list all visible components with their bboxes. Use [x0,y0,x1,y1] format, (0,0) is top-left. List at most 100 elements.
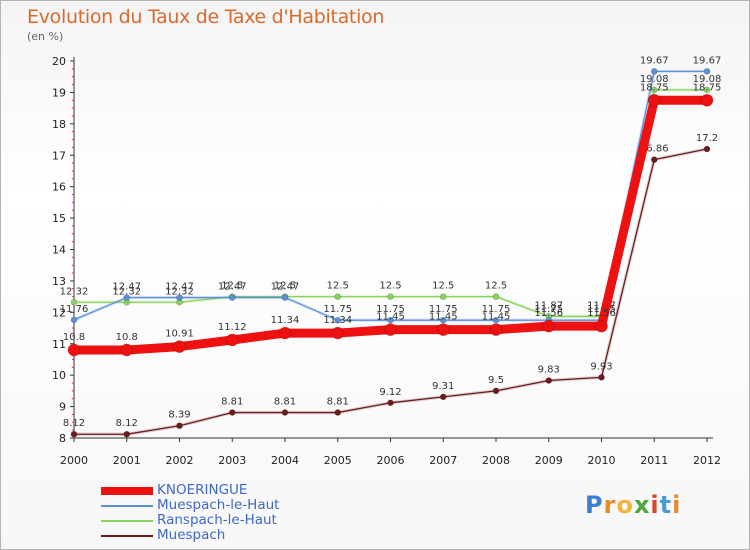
data-label: 12.5 [432,281,454,292]
x-tick-label: 2010 [588,454,616,467]
data-point [387,293,394,300]
logo-letter: i [672,491,682,519]
data-point [650,86,658,94]
legend-item-muespach: Muespach [101,528,301,543]
y-tick-label: 13 [52,275,66,288]
data-point [281,409,289,416]
legend-swatch [101,487,153,495]
data-label: 9.31 [432,381,454,392]
data-label: 11.45 [429,312,458,323]
logo-letter: i [650,491,660,519]
data-point [70,298,78,306]
data-point [123,430,131,438]
data-point [387,399,394,407]
y-tick-label: 10 [52,369,66,382]
x-tick-label: 2004 [271,454,299,467]
data-point [70,430,78,438]
data-label: 12.32 [60,286,89,297]
y-tick-label: 18 [52,118,66,131]
data-label: 11.87 [587,300,616,311]
data-point [176,294,183,301]
data-label: 12.47 [112,282,141,293]
data-point [492,387,500,395]
data-point [281,294,289,301]
proxiti-logo: Proxiti [585,491,681,519]
data-label: 9.12 [379,387,401,398]
y-tick-label: 8 [59,432,66,445]
data-label: 8.81 [221,397,243,408]
chart-legend: KNOERINGUE Muespach-le-Haut Ranspach-le-… [101,483,301,543]
data-point [439,293,447,300]
data-point [334,409,342,416]
x-tick-label: 2008 [482,454,510,467]
data-point [650,68,658,75]
legend-swatch [101,520,153,522]
data-point [703,145,711,153]
data-point [703,86,711,94]
data-label: 11.34 [323,315,352,326]
data-label: 9.83 [538,365,560,376]
x-tick-label: 2002 [166,454,194,467]
y-tick-label: 20 [52,55,66,68]
data-label: 11.75 [482,304,511,315]
data-label: 12.5 [221,281,243,292]
y-tick-label: 11 [52,338,66,351]
data-label: 16.86 [640,144,669,155]
x-tick-label: 2005 [324,454,352,467]
data-label: 11.56 [534,308,563,319]
data-label: 8.81 [327,397,349,408]
x-tick-label: 2006 [377,454,405,467]
x-tick-label: 2003 [218,454,246,467]
data-label: 10.8 [63,332,85,343]
data-label: 12.5 [485,281,507,292]
logo-letter: P [585,491,604,519]
data-label: 11.75 [323,304,352,315]
data-point [545,377,553,384]
data-point [700,93,714,107]
legend-item-ranspach-le-haut: Ranspach-le-Haut [101,513,301,528]
y-tick-label: 15 [52,212,66,225]
logo-letter: r [603,491,617,519]
data-label: 8.39 [168,410,190,421]
data-label: 11.34 [271,315,300,326]
data-label: 19.08 [693,74,722,85]
data-point [228,409,236,416]
data-point [123,294,131,301]
x-tick-label: 2011 [640,454,668,467]
data-point [384,323,397,336]
chart-subtitle: (en %) [27,30,64,43]
legend-label: Muespach [157,527,226,543]
data-point [228,294,236,301]
data-point [542,319,556,333]
data-label: 11.45 [376,312,405,323]
data-label: 12.5 [379,281,401,292]
y-tick-label: 16 [52,181,66,194]
data-label: 11.45 [482,312,511,323]
data-point [439,393,447,401]
legend-item-muespach-le-haut: Muespach-le-Haut [101,498,301,513]
data-label: 12.47 [165,282,194,293]
data-label: 18.75 [640,82,669,93]
data-point [67,343,81,357]
data-point [436,323,450,336]
data-label: 11.75 [376,304,405,315]
data-label: 12.32 [165,286,194,297]
data-label: 11.75 [534,304,563,315]
data-label: 8.12 [116,418,138,429]
x-tick-label: 2001 [113,454,141,467]
data-point [598,374,605,381]
y-tick-label: 12 [52,306,66,319]
data-label: 9.5 [488,375,504,386]
data-label: 12.32 [112,286,141,297]
x-tick-label: 2012 [693,454,721,467]
data-point [492,316,500,324]
data-label: 11.56 [587,308,616,319]
y-tick-label: 17 [52,149,66,162]
data-label: 11.12 [218,322,247,333]
x-tick-label: 2000 [60,454,88,467]
data-label: 12.47 [218,282,247,293]
data-label: 11.75 [429,304,458,315]
data-label: 9.93 [590,361,612,372]
data-point [334,316,342,324]
